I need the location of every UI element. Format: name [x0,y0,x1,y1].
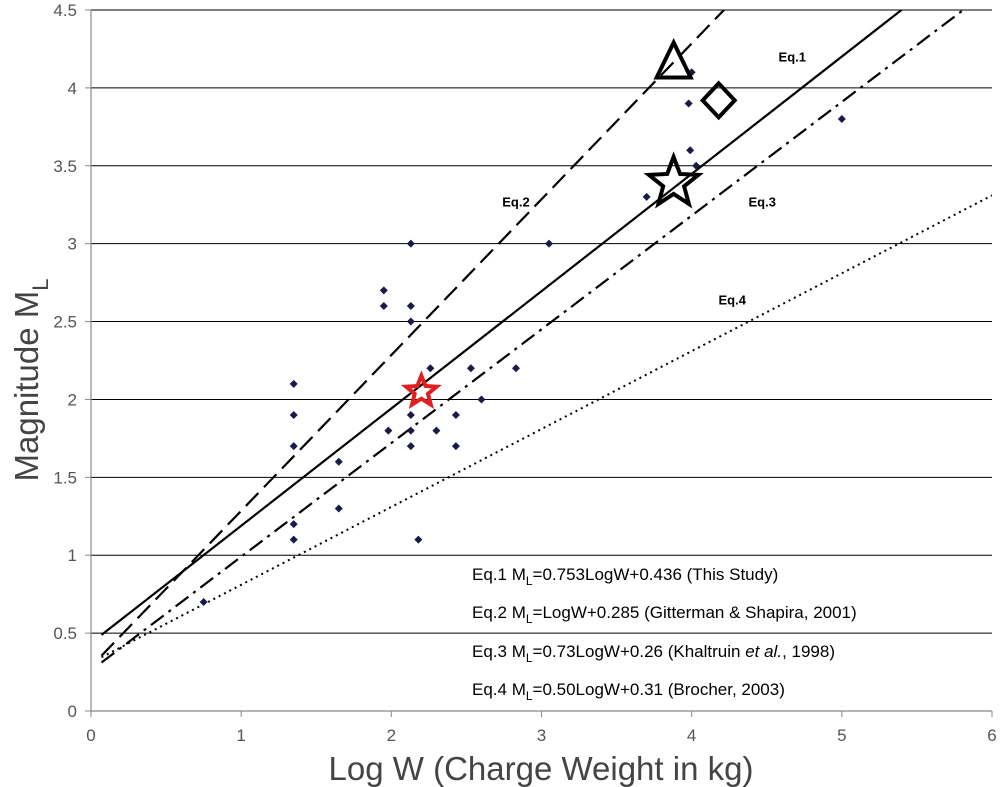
data-point [334,457,343,466]
legend-row-label: Eq.2 M [472,603,526,622]
x-tick-label: 6 [987,726,996,745]
tag-eq4: Eq.4 [718,292,746,307]
data-point [289,379,298,388]
line-eq2 [100,10,726,657]
tag-eq2: Eq.2 [502,194,529,209]
data-point [477,395,486,404]
legend-row-italic: et al. [745,642,782,661]
highlight-markers [400,37,738,409]
legend-row-equation: =0.73LogW+0.26 (Khaltruin [533,642,746,661]
data-point [692,161,701,170]
data-point [406,239,415,248]
data-point [686,146,695,155]
line-eq4 [101,194,992,659]
data-point [432,426,441,435]
data-point [379,286,388,295]
data-point [684,99,693,108]
y-tick-label: 0 [68,702,77,721]
data-point [406,411,415,420]
equation-legend: Eq.1 ML=0.753LogW+0.436 (This Study)Eq.2… [472,565,857,703]
y-tick-label: 1 [68,546,77,565]
line-eq3 [100,10,966,664]
x-tick-label: 1 [236,726,245,745]
red-star-marker [400,370,442,409]
legend-row-sub: L [526,689,533,703]
data-point [545,239,554,248]
data-point [379,301,388,310]
data-point [406,317,415,326]
legend-row: Eq.3 ML=0.73LogW+0.26 (Khaltruin et al.,… [472,642,835,665]
open-triangle-marker [653,37,694,80]
data-point [289,520,298,529]
legend-row: Eq.2 ML=LogW+0.285 (Gitterman & Shapira,… [472,603,857,626]
open-diamond-marker [699,80,738,121]
x-axis-title: Log W (Charge Weight in kg) [329,750,754,787]
y-axis-title-main: Magnitude M [8,291,45,482]
y-tick-label: 2.5 [53,313,77,332]
legend-row-equation: =LogW+0.285 (Gitterman & Shapira, 2001) [533,603,857,622]
data-point [837,115,846,124]
data-point [451,411,460,420]
y-tick-label: 0.5 [53,624,77,643]
y-tick-label: 2 [68,390,77,409]
y-tick-label: 1.5 [53,468,77,487]
legend-row-equation: =0.50LogW+0.31 (Brocher, 2003) [533,680,785,699]
legend-row-sub: L [526,574,533,588]
y-axis-title-sub: L [28,278,53,290]
data-points [199,68,846,606]
data-point [406,301,415,310]
regression-lines [100,10,992,664]
equation-tags: Eq.1 Eq.2 Eq.3 Eq.4 [502,49,806,307]
y-tick-label: 3 [68,235,77,254]
legend-row-label: Eq.3 M [472,642,526,661]
data-point [426,364,435,373]
y-tick-label: 3.5 [53,157,77,176]
data-point [466,364,475,373]
data-point [414,535,423,544]
x-tick-label: 0 [86,726,95,745]
legend-row-after: , 1998) [782,642,835,661]
data-point [406,442,415,451]
legend-row: Eq.1 ML=0.753LogW+0.436 (This Study) [472,565,778,588]
x-tick-label: 5 [837,726,846,745]
legend-row-sub: L [526,612,533,626]
tag-eq3: Eq.3 [749,194,776,209]
y-tick-label: 4 [68,79,77,98]
legend-row-sub: L [526,651,533,665]
data-point [511,364,520,373]
x-tick-label: 2 [387,726,396,745]
x-tick-label: 3 [537,726,546,745]
data-point [289,442,298,451]
tag-eq1: Eq.1 [779,49,806,64]
data-point [199,597,208,606]
data-point [289,535,298,544]
grid-lines [91,9,992,634]
data-point [334,504,343,513]
legend-row: Eq.4 ML=0.50LogW+0.31 (Brocher, 2003) [472,680,785,703]
data-point [642,192,651,201]
legend-row-equation: =0.753LogW+0.436 (This Study) [533,565,779,584]
open-star-marker [643,151,704,209]
axes [85,9,993,717]
legend-row-label: Eq.4 M [472,680,526,699]
data-point [451,442,460,451]
tick-labels: 0 0.5 1 1.5 2 2.5 3 3.5 4 4.5 0 1 2 3 4 5 6 [53,1,996,745]
y-axis-title: Magnitude ML [8,278,53,481]
data-point [406,426,415,435]
y-tick-label: 4.5 [53,1,77,20]
data-point [289,411,298,420]
data-point [384,426,393,435]
x-tick-label: 4 [687,726,696,745]
line-eq1 [100,10,904,636]
legend-row-label: Eq.1 M [472,565,526,584]
